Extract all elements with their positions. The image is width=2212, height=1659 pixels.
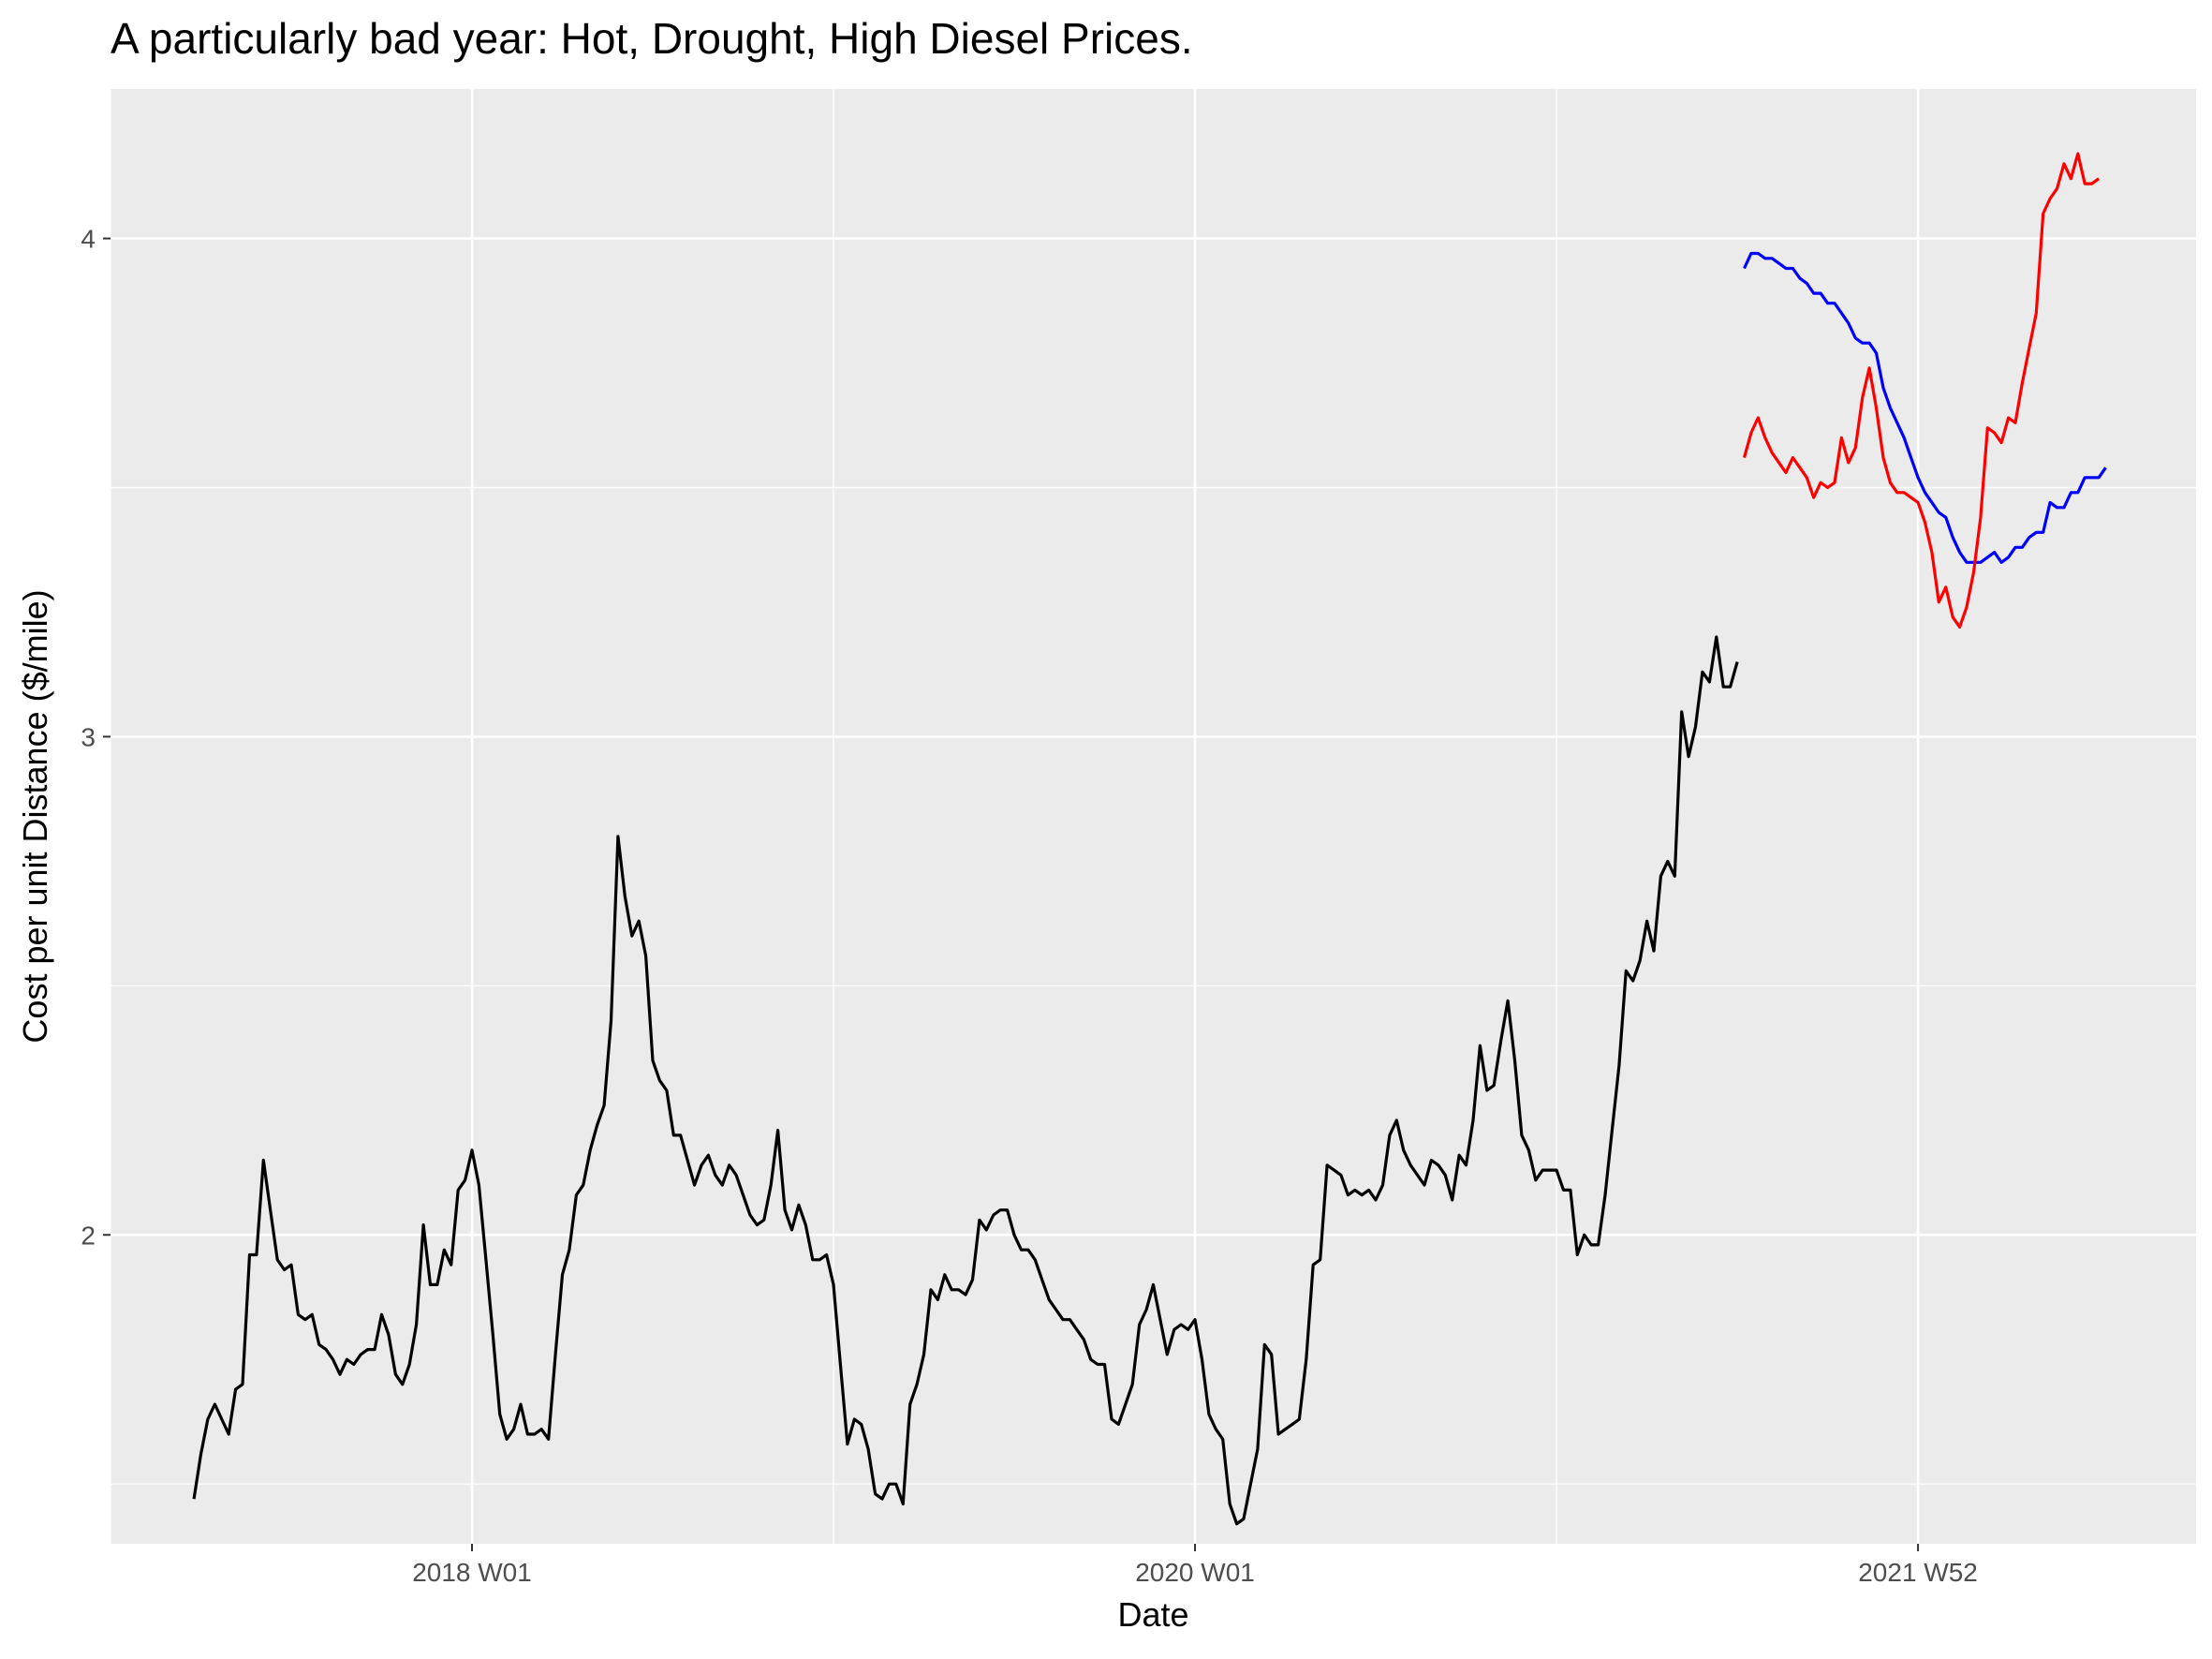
y-tick-label: 4 [81,225,96,254]
chart-title: A particularly bad year: Hot, Drought, H… [111,14,1193,63]
y-axis-title: Cost per unit Distance ($/mile) [16,589,54,1043]
y-tick-label: 2 [81,1221,96,1250]
plot-panel [111,89,2196,1544]
series-line-3 [1742,152,2101,630]
x-tick-label: 2020 W01 [1135,1558,1255,1587]
x-tick-label: 2018 W01 [412,1558,532,1587]
major-gridlines [111,89,2196,1544]
series-layer [192,152,2107,1526]
x-axis-title: Date [1117,1595,1188,1634]
x-axis: 2018 W01 2020 W01 2021 W52 [412,1544,1978,1587]
series-line-1 [192,635,1739,1526]
x-tick-label: 2021 W52 [1858,1558,1978,1587]
y-axis: 2 3 4 [81,225,111,1250]
series-line-2 [1743,251,2107,564]
minor-gridlines [110,89,2196,1544]
y-tick-label: 3 [81,722,96,751]
